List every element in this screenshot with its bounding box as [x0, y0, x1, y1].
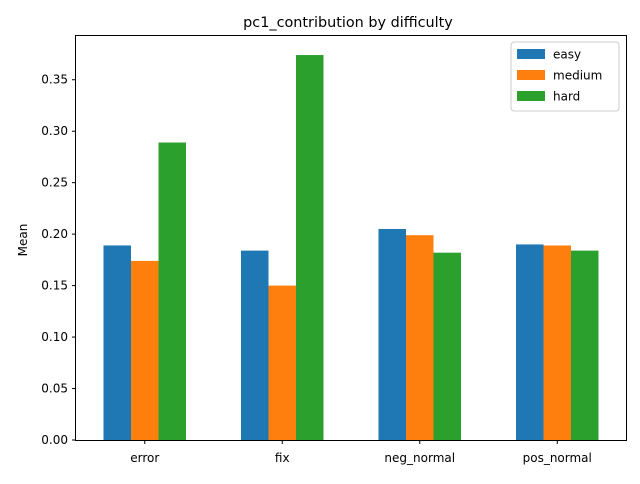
bar-hard-pos_normal: [571, 250, 599, 440]
legend-swatch-medium: [517, 70, 545, 80]
y-axis-label: Mean: [16, 224, 30, 257]
y-tick-label: 0.10: [41, 330, 68, 344]
y-tick-label: 0.15: [41, 279, 68, 293]
bar-medium-error: [131, 260, 159, 440]
bar-hard-fix: [296, 55, 324, 440]
y-tick-label: 0.05: [41, 382, 68, 396]
y-tick-label: 0.35: [41, 73, 68, 87]
bar-hard-neg_normal: [433, 252, 461, 440]
bar-hard-error: [158, 142, 186, 440]
plot-area-frame: [75, 35, 627, 441]
bar-easy-neg_normal: [378, 228, 406, 440]
y-tick-label: 0.30: [41, 124, 68, 138]
x-tick-label: error: [130, 451, 159, 465]
y-axis-ticks: 0.00 0.05 0.10 0.15 0.20 0.25 0.30 0.35: [41, 73, 76, 447]
x-tick-label: neg_normal: [384, 451, 455, 465]
legend-label-easy: easy: [553, 48, 581, 62]
legend-label-hard: hard: [553, 90, 580, 104]
bar-easy-error: [103, 245, 131, 440]
bar-easy-pos_normal: [516, 244, 544, 440]
bar-medium-pos_normal: [543, 245, 571, 440]
x-axis-ticks: error fix neg_normal pos_normal: [130, 440, 592, 465]
bar-easy-fix: [241, 250, 269, 440]
bar-medium-neg_normal: [406, 235, 434, 440]
legend-label-medium: medium: [553, 69, 602, 83]
legend: easy medium hard: [510, 41, 620, 112]
x-tick-label: pos_normal: [523, 451, 592, 465]
legend-swatch-hard: [517, 91, 545, 101]
legend-swatch-easy: [517, 49, 545, 59]
y-tick-label: 0.00: [41, 433, 68, 447]
bars-group: [103, 55, 599, 440]
y-tick-label: 0.25: [41, 176, 68, 190]
chart-title: pc1_contribution by difficulty: [243, 15, 453, 31]
y-tick-label: 0.20: [41, 227, 68, 241]
bar-medium-fix: [268, 285, 296, 440]
x-tick-label: fix: [275, 451, 290, 465]
